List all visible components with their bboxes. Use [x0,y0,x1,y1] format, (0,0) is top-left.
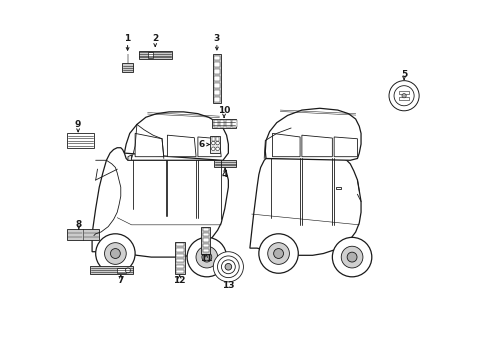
Circle shape [393,86,413,106]
Circle shape [273,249,283,258]
Bar [126,54,129,63]
Circle shape [196,246,217,268]
Polygon shape [135,134,163,157]
Bar [67,229,99,240]
Text: 6: 6 [198,140,204,149]
Bar [174,242,184,274]
Text: 5: 5 [400,71,407,80]
Bar [175,270,183,273]
Bar [214,55,219,60]
Bar [210,136,220,153]
Bar [90,266,133,274]
Circle shape [110,249,120,258]
Circle shape [215,147,219,150]
Bar [214,63,219,67]
Polygon shape [301,135,332,157]
Circle shape [221,260,235,274]
Circle shape [104,243,126,264]
Polygon shape [265,108,360,160]
Bar [211,137,215,141]
Circle shape [267,243,289,264]
Polygon shape [167,135,196,157]
Bar [212,119,235,128]
Bar [175,243,183,246]
Text: 2: 2 [152,34,158,43]
Bar [220,121,224,127]
Bar [215,137,219,141]
Bar [202,244,209,247]
Circle shape [224,264,231,270]
Polygon shape [333,137,357,157]
Bar [201,226,210,253]
Bar [212,54,221,103]
Text: 12: 12 [173,276,185,285]
Bar [202,228,209,231]
Circle shape [187,237,226,277]
Text: 3: 3 [213,34,220,43]
Circle shape [388,81,418,111]
Circle shape [215,141,219,145]
Bar [67,134,94,148]
Bar [175,265,183,268]
Polygon shape [92,148,228,257]
Bar [226,121,230,127]
Circle shape [96,234,135,273]
Circle shape [211,141,215,145]
Circle shape [401,94,406,98]
Bar [122,63,133,72]
Bar [398,97,408,100]
Bar [335,187,341,189]
Polygon shape [198,137,221,157]
Bar [214,121,218,127]
Text: 13: 13 [222,281,234,290]
Text: 1: 1 [124,34,130,43]
Circle shape [211,147,215,150]
Bar [147,52,153,58]
Bar [202,233,209,236]
Bar [214,90,219,95]
Bar [398,91,408,94]
Bar [214,76,219,81]
Text: 7: 7 [117,276,124,285]
Bar [175,254,183,257]
Circle shape [202,252,211,262]
Text: 11: 11 [200,255,212,264]
Bar [214,159,236,167]
Polygon shape [128,155,131,160]
Bar [214,69,219,74]
Circle shape [213,252,243,282]
Bar [117,267,126,273]
Bar [214,97,219,102]
Polygon shape [272,134,300,157]
Bar [232,121,236,127]
Circle shape [217,256,239,278]
Circle shape [346,252,356,262]
Bar [139,51,171,59]
Bar [175,248,183,252]
Text: 8: 8 [76,220,82,229]
Circle shape [125,268,130,273]
Bar [175,259,183,262]
Circle shape [258,234,298,273]
Circle shape [341,246,362,268]
Circle shape [332,237,371,277]
Polygon shape [124,112,228,160]
Text: 4: 4 [222,170,228,179]
Text: 9: 9 [75,120,81,129]
Bar [202,238,209,242]
Text: 10: 10 [218,105,230,114]
Bar [202,249,209,252]
Bar [214,83,219,88]
Polygon shape [249,158,360,255]
